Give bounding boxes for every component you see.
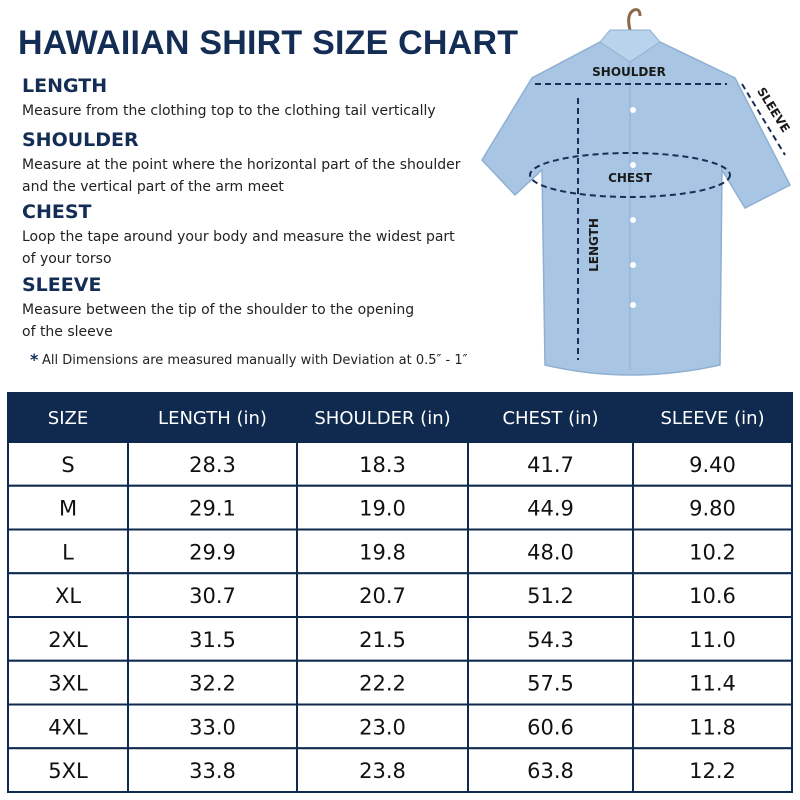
table-cell: S — [61, 453, 74, 477]
table-header-cell: SIZE — [48, 408, 88, 429]
table-header-cell: LENGTH (in) — [158, 408, 267, 429]
section-text: of the sleeve — [22, 324, 113, 340]
table-cell: 23.0 — [359, 715, 406, 739]
table-cell: 22.2 — [359, 672, 406, 696]
table-cell: 4XL — [48, 715, 88, 739]
section-heading: SLEEVE — [22, 274, 101, 296]
table-cell: 10.6 — [689, 584, 736, 608]
table-cell: 20.7 — [359, 584, 406, 608]
table-cell: 11.0 — [689, 628, 736, 652]
section-text: of your torso — [22, 251, 112, 267]
length-label: LENGTH — [587, 218, 601, 272]
section-heading: CHEST — [22, 201, 92, 223]
table-cell: 33.0 — [189, 715, 236, 739]
measure-lines — [529, 83, 786, 360]
table-cell: 9.40 — [689, 453, 736, 477]
table-cell: 44.9 — [527, 497, 574, 521]
collar — [599, 29, 661, 63]
table-cell: 57.5 — [527, 672, 574, 696]
table-cell: 19.0 — [359, 497, 406, 521]
table-row-bg — [7, 484, 793, 531]
table-cell: 51.2 — [527, 584, 574, 608]
table-cell: 31.5 — [189, 628, 236, 652]
table-cell: 33.8 — [189, 759, 236, 783]
table-cell: 18.3 — [359, 453, 406, 477]
table-cell: 2XL — [48, 628, 88, 652]
note: All Dimensions are measured manually wit… — [42, 353, 468, 368]
section-text: Measure from the clothing top to the clo… — [22, 103, 436, 119]
table-cell: 41.7 — [527, 453, 574, 477]
table-cell: 54.3 — [527, 628, 574, 652]
table-cell: 9.80 — [689, 497, 736, 521]
title: HAWAIIAN SHIRT SIZE CHART — [18, 24, 518, 62]
table-cell: 48.0 — [527, 540, 574, 564]
table-row-bg — [7, 747, 793, 793]
section-text: and the vertical part of the arm meet — [22, 179, 284, 195]
table-header-bg — [8, 392, 792, 442]
section-text: Measure at the point where the horizonta… — [22, 157, 461, 173]
section-text: Measure between the tip of the shoulder … — [22, 302, 414, 318]
shirt-body — [481, 41, 792, 376]
table-cell: 10.2 — [689, 540, 736, 564]
table-cell: XL — [55, 584, 81, 608]
buttons — [630, 107, 636, 308]
table-cell: 5XL — [48, 759, 88, 783]
table-cell: M — [59, 497, 77, 521]
chest-label: CHEST — [608, 171, 653, 185]
table-cell: 19.8 — [359, 540, 406, 564]
shirt-illustration: SHOULDER SLEEVE CHEST LENGTH — [481, 8, 793, 376]
table-cell: 63.8 — [527, 759, 574, 783]
table-row-bg — [7, 703, 793, 750]
table-cell: 29.1 — [189, 497, 236, 521]
table-cell: 60.6 — [527, 715, 574, 739]
table-header-cell: CHEST (in) — [502, 408, 598, 429]
table-header-cell: SLEEVE (in) — [660, 408, 764, 429]
section-text: Loop the tape around your body and measu… — [22, 229, 455, 245]
table-cell: 11.8 — [689, 715, 736, 739]
table-cell: L — [62, 540, 74, 564]
table-cell: 21.5 — [359, 628, 406, 652]
shoulder-label: SHOULDER — [592, 65, 666, 79]
table-cell: 28.3 — [189, 453, 236, 477]
table-cell: 32.2 — [189, 672, 236, 696]
table-cell: 30.7 — [189, 584, 236, 608]
hanger — [627, 8, 642, 31]
section-heading: LENGTH — [22, 75, 107, 97]
section-heading: SHOULDER — [22, 129, 139, 151]
note-asterisk: * — [30, 350, 39, 369]
table-cell: 23.8 — [359, 759, 406, 783]
table-header-cell: SHOULDER (in) — [314, 408, 450, 429]
table-cell: 12.2 — [689, 759, 736, 783]
table-cell: 11.4 — [689, 672, 736, 696]
table-cell: 3XL — [48, 672, 88, 696]
table-cell: 29.9 — [189, 540, 236, 564]
